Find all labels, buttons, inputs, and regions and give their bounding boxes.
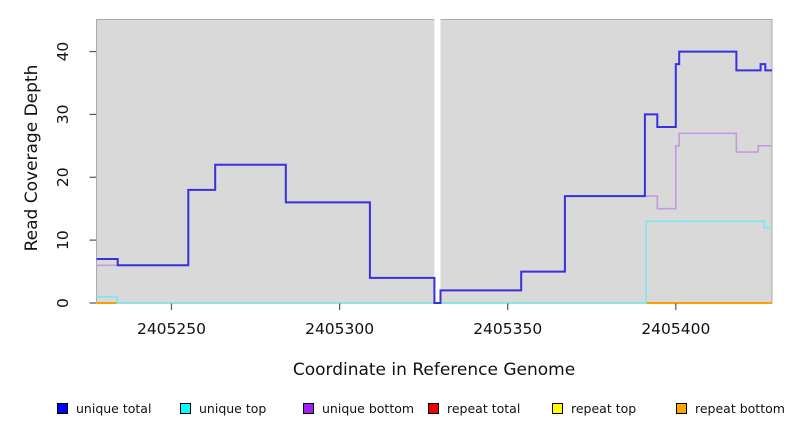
x-tick-label: 2405250 bbox=[137, 320, 206, 338]
x-tick-label: 2405300 bbox=[305, 320, 374, 338]
plot-panel bbox=[96, 19, 773, 304]
x-tick-label: 2405400 bbox=[641, 320, 710, 338]
series-line-unique-top bbox=[96, 220, 772, 304]
y-tick-label: 20 bbox=[54, 167, 72, 187]
y-tick-label: 10 bbox=[54, 230, 72, 250]
y-axis-title: Read Coverage Depth bbox=[22, 64, 42, 252]
coverage-gap-stripe bbox=[434, 19, 441, 304]
x-axis-title: Coordinate in Reference Genome bbox=[292, 360, 576, 380]
y-tick-label: 30 bbox=[54, 105, 72, 125]
series-line-unique-total bbox=[96, 50, 772, 304]
y-tick-label: 0 bbox=[54, 298, 72, 308]
x-tick-label: 2405350 bbox=[473, 320, 542, 338]
y-tick-label: 40 bbox=[54, 42, 72, 62]
